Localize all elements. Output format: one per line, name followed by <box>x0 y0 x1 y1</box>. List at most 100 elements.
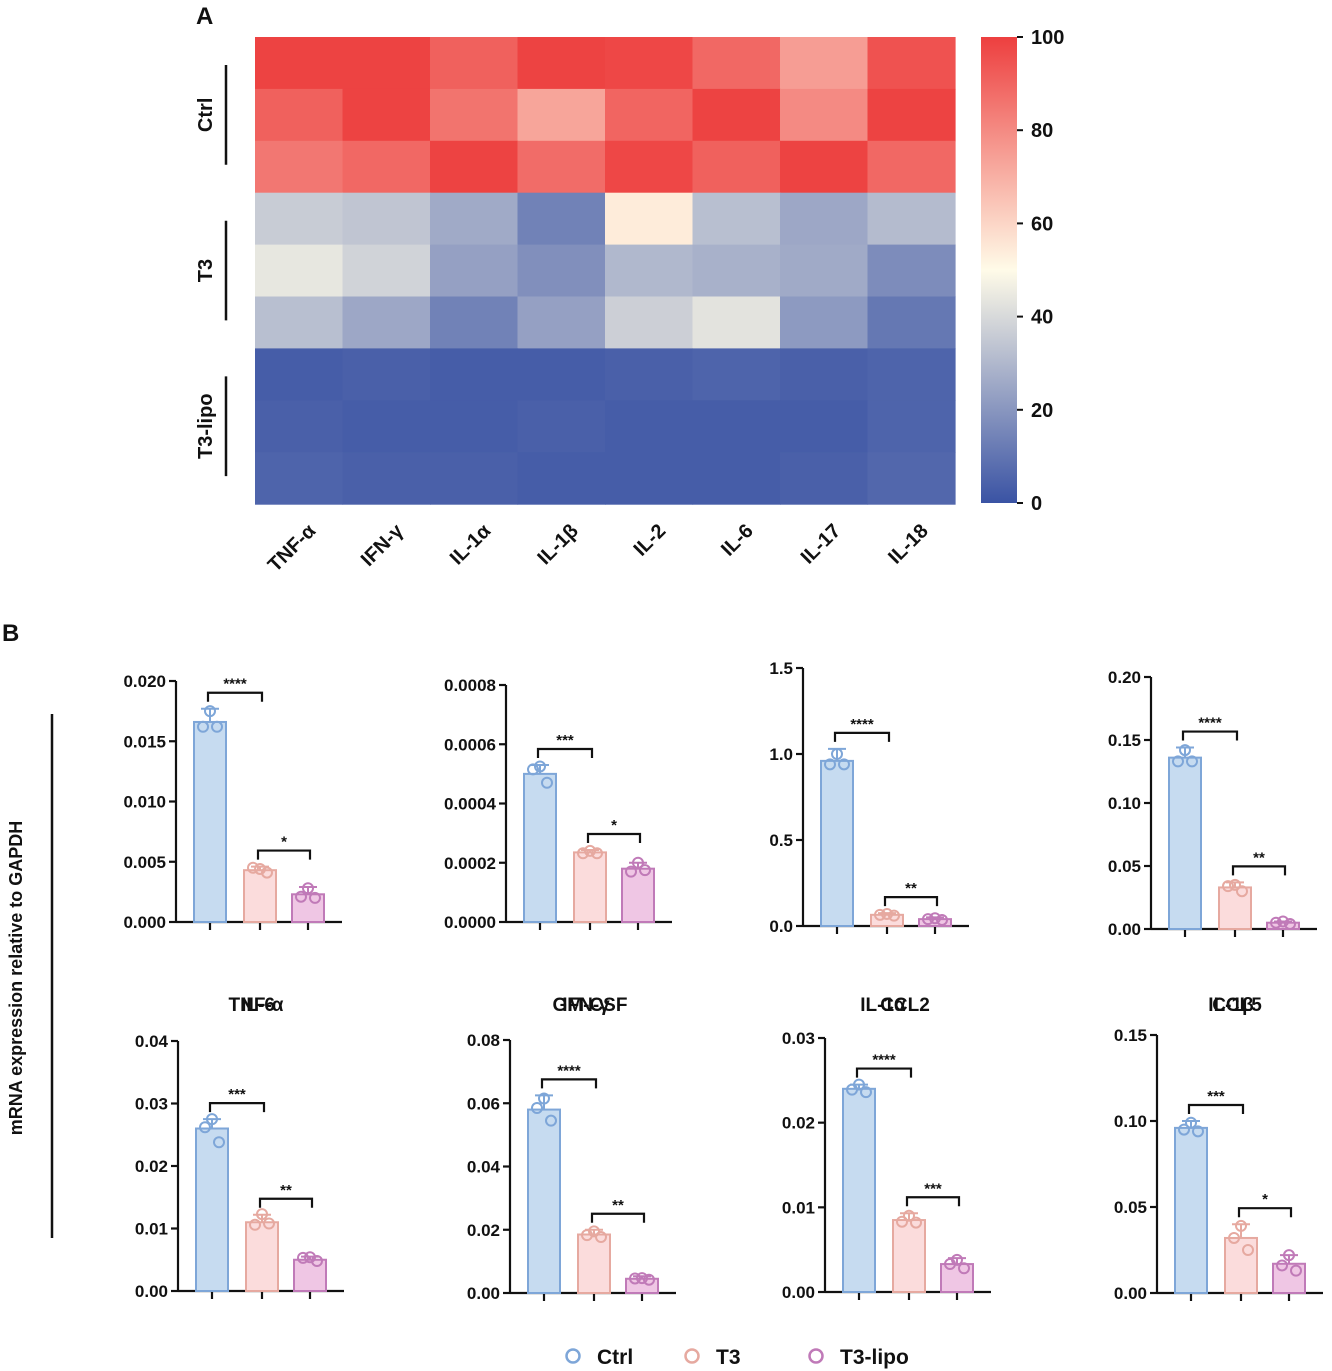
heatmap-cell <box>255 140 344 194</box>
y-tick-label: 0.020 <box>123 672 166 691</box>
data-point <box>838 758 850 771</box>
heatmap-cell <box>867 140 956 194</box>
data-point <box>595 1231 607 1244</box>
heatmap-cell <box>255 244 344 298</box>
chart-title: IL-1α <box>860 995 906 1016</box>
heatmap-cell <box>517 400 606 453</box>
y-tick-label: 0.00 <box>1108 920 1141 939</box>
heatmap-cell <box>780 452 869 505</box>
bar-ctrl <box>842 1087 876 1294</box>
heatmap-cell <box>342 37 431 90</box>
heatmap-cell <box>430 400 519 453</box>
heatmap-cell <box>342 192 431 246</box>
colorbar-tick-label: 20 <box>1031 400 1053 422</box>
heatmap-cell <box>605 452 694 505</box>
data-point <box>860 1086 872 1099</box>
bar-ctrl <box>193 720 227 923</box>
y-tick-label: 0.02 <box>467 1221 500 1240</box>
data-point <box>874 908 886 921</box>
heatmap-cell <box>430 244 519 298</box>
heatmap-cell <box>430 192 519 246</box>
row-group-label: Ctrl <box>195 98 217 132</box>
colorbar-tick-label: 0 <box>1031 493 1042 515</box>
bar-ctrl <box>523 772 557 923</box>
heatmap-row-groups: Ctrl T3 T3-lipo <box>195 65 228 477</box>
heatmap-cell <box>517 192 606 246</box>
heatmap-cell <box>342 140 431 194</box>
significance-label: * <box>611 817 617 834</box>
data-point <box>213 1136 225 1149</box>
data-point <box>824 758 836 771</box>
data-point <box>1290 1264 1302 1277</box>
legend-marker <box>565 1348 581 1364</box>
data-point <box>545 1114 557 1127</box>
heatmap-cell <box>867 348 956 401</box>
y-tick-label: 0.03 <box>135 1095 168 1114</box>
heatmap-cell <box>430 140 519 194</box>
data-point <box>1228 1231 1240 1244</box>
chart-title: CCL5 <box>1212 995 1262 1016</box>
data-point <box>581 1229 593 1242</box>
colorbar-tick-label: 40 <box>1031 307 1053 329</box>
y-tick-label: 0.10 <box>1114 1112 1147 1131</box>
heatmap-cell <box>780 348 869 401</box>
heatmap-cell <box>780 140 869 194</box>
significance-label: ** <box>612 1197 624 1214</box>
panel-label-b: B <box>2 620 19 647</box>
y-axis-label: mRNA expression relative to GAPDH <box>6 821 26 1135</box>
heatmap-cell <box>430 296 519 349</box>
heatmap-cell <box>255 37 344 90</box>
panel-label-a: A <box>196 3 213 30</box>
significance-label: **** <box>557 1062 581 1079</box>
y-tick-label: 0.08 <box>467 1031 500 1050</box>
bar-t3-lipo <box>621 867 655 923</box>
data-point <box>1192 1125 1204 1138</box>
data-point <box>944 1258 956 1271</box>
bar-t3 <box>573 851 607 923</box>
y-tick-label: 0.0002 <box>444 854 496 873</box>
bar-t3 <box>243 869 277 923</box>
heatmap-cell <box>692 192 781 246</box>
bar-chart-3: IL-1α0.00.51.01.5****** <box>769 659 969 1016</box>
data-point <box>910 1216 922 1229</box>
heatmap-cell <box>517 452 606 505</box>
data-point <box>1172 755 1184 768</box>
heatmap-column-label: IL-1α <box>446 519 496 569</box>
bar-ctrl <box>1168 756 1202 931</box>
significance-bracket <box>833 731 891 742</box>
y-tick-label: 0.06 <box>467 1094 500 1113</box>
legend-marker <box>808 1348 824 1364</box>
y-tick-label: 0.010 <box>123 793 166 812</box>
data-point <box>846 1083 858 1096</box>
data-point <box>541 776 553 789</box>
significance-bracket <box>586 832 642 844</box>
heatmap-cell <box>517 348 606 401</box>
heatmap-column-label: IL-17 <box>797 520 846 569</box>
bar-chart-5: IL-60.000.010.020.030.04***** <box>135 995 344 1301</box>
data-point <box>1270 916 1282 929</box>
bar-t3 <box>245 1221 279 1292</box>
data-point <box>636 1272 648 1285</box>
heatmap-cell <box>255 296 344 349</box>
y-tick-label: 0.05 <box>1114 1198 1147 1217</box>
data-point <box>1283 1249 1295 1262</box>
heatmap-cell <box>780 400 869 453</box>
data-point <box>629 1272 641 1285</box>
bar-ctrl <box>1174 1126 1208 1294</box>
data-point <box>958 1262 970 1275</box>
significance-label: **** <box>850 716 874 733</box>
significance-label: **** <box>872 1052 896 1069</box>
y-tick-label: 1.0 <box>769 745 793 764</box>
data-point <box>206 1113 218 1126</box>
data-point <box>1242 1244 1254 1256</box>
chart-title: IFN-γ <box>562 995 610 1016</box>
data-point <box>204 705 216 718</box>
heatmap-column-label: IL-2 <box>630 520 671 561</box>
data-point <box>632 856 644 869</box>
heatmap-cell <box>692 88 781 142</box>
heatmap-cell <box>605 400 694 453</box>
data-point <box>577 847 589 860</box>
heatmap-cell <box>605 244 694 298</box>
